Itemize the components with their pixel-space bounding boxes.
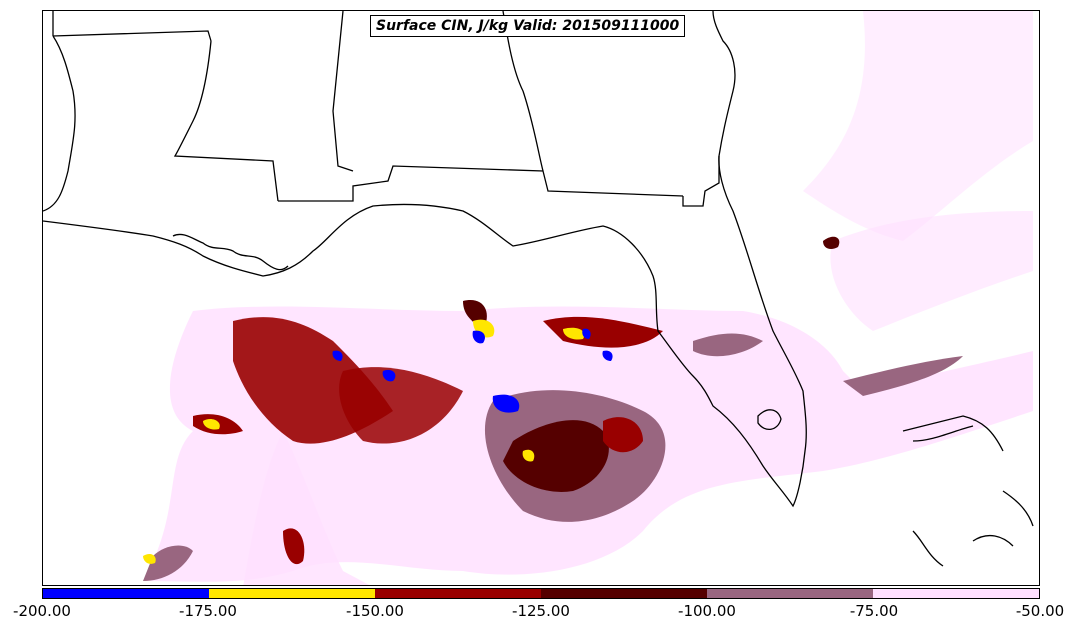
colorbar-segment (707, 589, 873, 598)
colorbar-tick-label: -125.00 (512, 602, 570, 620)
colorbar-tick-label: -75.00 (849, 602, 899, 620)
colorbar-segment (541, 589, 707, 598)
colorbar-segment (209, 589, 375, 598)
cin-yellow-region (143, 319, 585, 564)
map-panel (42, 10, 1040, 586)
colorbar-tick-label: -100.00 (678, 602, 736, 620)
cin-red-region (193, 316, 663, 565)
colorbar-tick-label: -175.00 (179, 602, 237, 620)
map-title: Surface CIN, J/kg Valid: 201509111000 (370, 15, 686, 37)
colorbar (42, 588, 1040, 599)
colorbar-tick-labels: -200.00 -175.00 -150.00 -125.00 -100.00 … (0, 602, 1076, 624)
colorbar-tick-label: -50.00 (1015, 602, 1065, 620)
map-canvas (43, 11, 1034, 585)
cin-blue-region (332, 328, 613, 413)
colorbar-tick-label: -200.00 (13, 602, 71, 620)
colorbar-tick-label: -150.00 (346, 602, 404, 620)
colorbar-segment (873, 589, 1039, 598)
coastlines-and-boundaries (43, 11, 1034, 567)
colorbar-segment (375, 589, 541, 598)
cin-darkred-region (463, 236, 840, 492)
colorbar-segment (43, 589, 209, 598)
